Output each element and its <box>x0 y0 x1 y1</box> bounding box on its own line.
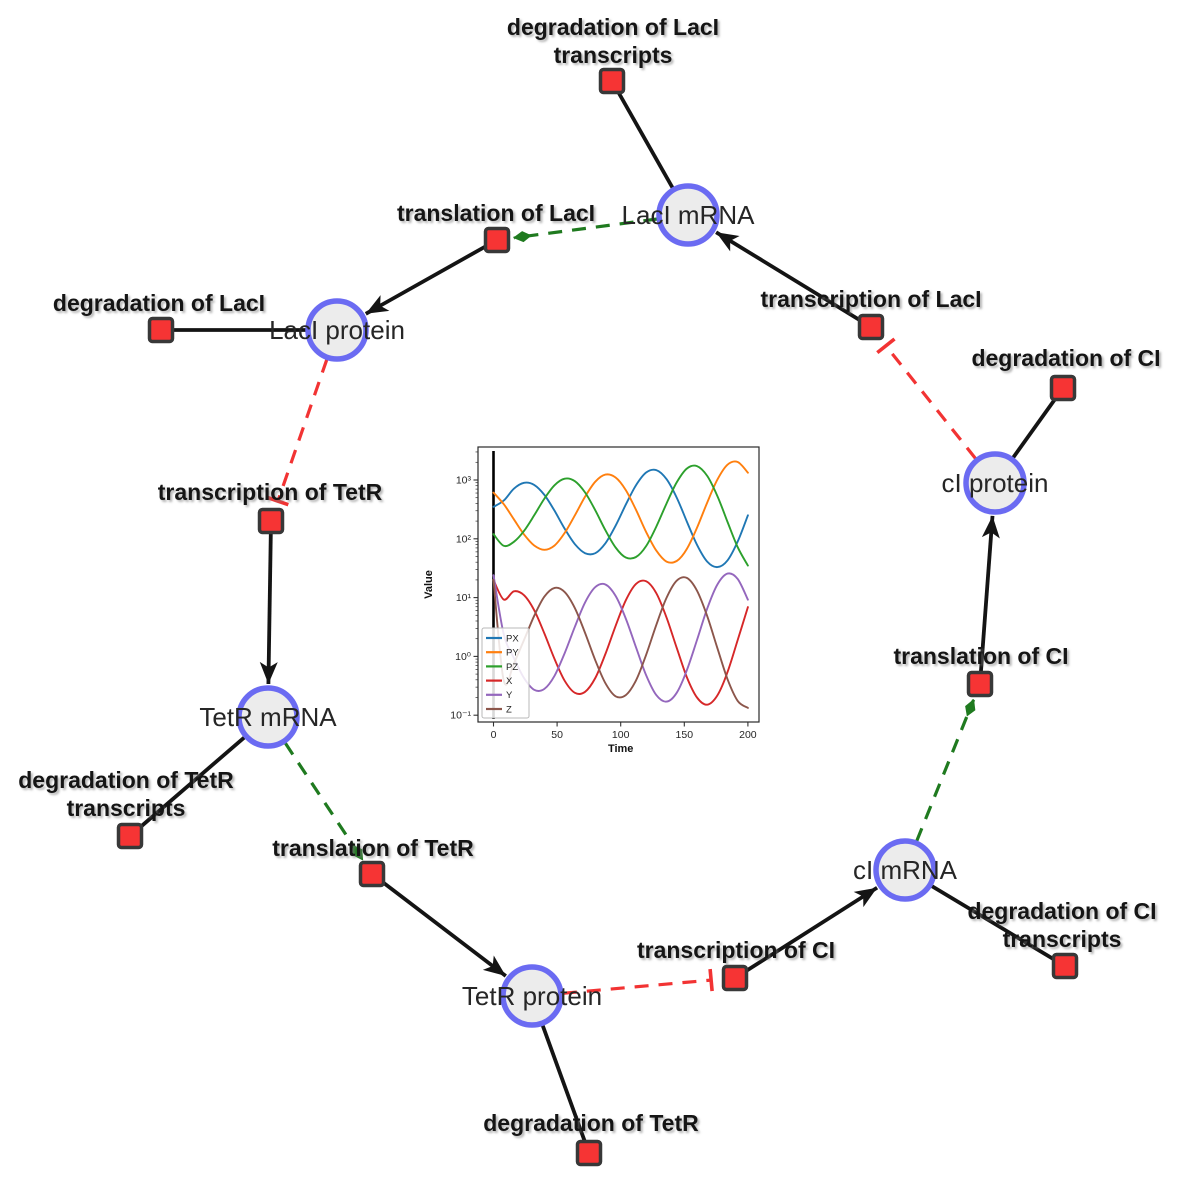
x-tick-label: 50 <box>551 729 563 741</box>
reaction-node-deg-tetr-transcripts <box>116 822 144 850</box>
legend-label-Z: Z <box>506 704 512 715</box>
edge-tetr-protein-inhibits-transcription-ci <box>562 978 712 995</box>
legend-label-X: X <box>506 676 513 687</box>
reaction-node-deg-ci <box>1049 374 1077 402</box>
reaction-label-transcription-laci: transcription of LacI <box>760 286 981 312</box>
species-node-ci-protein <box>963 451 1027 515</box>
x-tick-label: 150 <box>676 729 694 741</box>
y-tick-label: 10⁰ <box>455 651 471 663</box>
inset-chart: 10⁻¹ 10⁰ 10¹ 10² 10³ 0 50 100 150 200 Time Value PX P… <box>423 446 760 755</box>
reaction-node-deg-laci <box>147 316 175 344</box>
species-label-ci-protein: cI protein <box>942 468 1049 498</box>
species-node-laci-protein <box>305 298 369 362</box>
inhibition-tbar-transcription-laci <box>876 337 896 355</box>
edge-ci-protein-inhibits-transcription-laci <box>884 344 977 460</box>
edge-translation-laci-to-laci-protein <box>364 238 498 316</box>
edge-transcription-laci-to-laci-mrna <box>715 230 872 329</box>
species-label-laci-mrna: LacI mRNA <box>622 200 756 230</box>
chart-curve-PY <box>492 460 749 564</box>
y-tick-label: 10⁻¹ <box>450 710 471 722</box>
reaction-label-deg-laci-transcripts-2: transcripts <box>554 42 673 68</box>
chart-curve-PZ <box>492 464 749 567</box>
reaction-label-transcription-tetr: transcription of TetR <box>158 479 383 505</box>
reaction-node-transcription-ci <box>721 964 749 992</box>
reaction-label-deg-tetr: degradation of TetR <box>483 1110 699 1136</box>
x-tick-label: 100 <box>612 729 630 741</box>
x-tick-label: 0 <box>491 729 497 741</box>
reaction-node-deg-ci-transcripts <box>1051 952 1079 980</box>
reaction-label-deg-ci: degradation of CI <box>971 345 1160 371</box>
species-node-ci-mrna <box>873 838 937 902</box>
edge-translation-tetr-to-tetr-protein <box>370 872 507 978</box>
reaction-label-deg-laci: degradation of LacI <box>53 290 265 316</box>
chart-curve-Z <box>492 576 749 709</box>
legend-label-PY: PY <box>506 648 519 659</box>
inhibition-tbar-transcription-ci <box>708 968 714 992</box>
reaction-label-translation-laci: translation of LacI <box>397 200 595 226</box>
legend-label-Y: Y <box>506 690 513 701</box>
chart-curves <box>492 460 749 709</box>
species-node-tetr-mrna <box>236 685 300 749</box>
reaction-label-translation-ci: translation of CI <box>893 643 1068 669</box>
reaction-node-transcription-laci <box>857 313 885 341</box>
reaction-node-translation-tetr <box>358 860 386 888</box>
reaction-label-deg-tetr-transcripts-1: degradation of TetR <box>18 767 234 793</box>
x-tick-label: 200 <box>739 729 757 741</box>
reaction-node-deg-laci-transcripts <box>598 67 626 95</box>
y-tick-label: 10² <box>456 533 472 545</box>
y-tick-label: 10¹ <box>456 592 472 604</box>
reaction-label-deg-ci-transcripts-1: degradation of CI <box>967 898 1156 924</box>
y-axis-title: Value <box>423 570 435 599</box>
reaction-node-deg-tetr <box>575 1139 603 1167</box>
edge-translation-ci-to-ci-protein <box>978 515 1000 685</box>
species-node-tetr-protein <box>500 964 564 1028</box>
chart-frame <box>477 446 760 723</box>
edge-transcription-ci-to-ci-mrna <box>733 886 879 980</box>
x-axis-title: Time <box>608 743 633 755</box>
edge-laci-protein-inhibits-transcription-tetr <box>276 358 329 502</box>
reaction-label-deg-ci-transcripts-2: transcripts <box>1003 926 1122 952</box>
edge-ci-mrna-activates-translation <box>915 698 976 842</box>
species-label-tetr-protein: TetR protein <box>462 981 602 1011</box>
reaction-label-translation-tetr: translation of TetR <box>272 835 474 861</box>
species-label-laci-protein: LacI protein <box>269 315 405 345</box>
reaction-label-deg-tetr-transcripts-2: transcripts <box>67 795 186 821</box>
reaction-node-translation-ci <box>966 670 994 698</box>
reaction-node-translation-laci <box>483 226 511 254</box>
reaction-node-transcription-tetr <box>257 507 285 535</box>
species-node-laci-mrna <box>656 183 720 247</box>
species-label-tetr-mrna: TetR mRNA <box>199 702 337 732</box>
legend-label-PX: PX <box>506 633 519 644</box>
edge-transcription-tetr-to-tetr-mrna <box>259 520 278 685</box>
species-label-ci-mrna: cI mRNA <box>853 855 958 885</box>
reaction-label-transcription-ci: transcription of CI <box>637 937 835 963</box>
reaction-label-deg-laci-transcripts-1: degradation of LacI <box>507 14 719 40</box>
edge-laci-mrna-activates-translation <box>512 217 658 243</box>
legend-label-PZ: PZ <box>506 662 518 673</box>
y-tick-label: 10³ <box>456 475 472 487</box>
chart-curve-PX <box>492 468 749 569</box>
inhibition-tbar-transcription-tetr <box>266 495 289 507</box>
